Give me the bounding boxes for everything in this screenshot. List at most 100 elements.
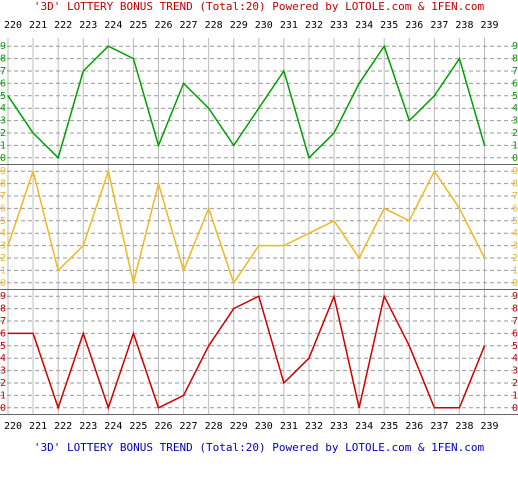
y2-tick-label: 6: [512, 328, 518, 339]
x-tick-label-bottom: 228: [205, 421, 223, 432]
x-tick-label: 237: [430, 20, 448, 31]
x-tick-label-bottom: 237: [430, 421, 448, 432]
y-tick-label: 8: [0, 304, 6, 315]
y2-tick-label: 1: [512, 140, 518, 151]
x-tick-label: 220: [4, 20, 22, 31]
x-tick-label: 236: [405, 20, 423, 31]
y2-tick-label: 8: [512, 179, 518, 190]
y2-tick-label: 4: [512, 228, 518, 239]
y-tick-label: 1: [0, 140, 6, 151]
y2-tick-label: 3: [512, 366, 518, 377]
x-tick-label-bottom: 233: [330, 421, 348, 432]
x-tick-label: 233: [330, 20, 348, 31]
y-tick-label: 9: [0, 166, 6, 177]
y2-tick-label: 1: [512, 265, 518, 276]
x-tick-label-bottom: 225: [129, 421, 147, 432]
y2-tick-label: 9: [512, 41, 518, 52]
y2-tick-label: 0: [512, 153, 518, 164]
x-tick-label: 225: [129, 20, 147, 31]
y-tick-label: 9: [0, 291, 6, 302]
x-tick-label: 224: [104, 20, 122, 31]
y2-tick-label: 6: [512, 78, 518, 89]
y-tick-label: 6: [0, 328, 6, 339]
x-tick-label: 235: [380, 20, 398, 31]
y2-tick-label: 6: [512, 203, 518, 214]
y-tick-label: 5: [0, 91, 6, 102]
y2-tick-label: 2: [512, 253, 518, 264]
x-tick-label-bottom: 236: [405, 421, 423, 432]
y-tick-label: 7: [0, 66, 6, 77]
x-tick-label-bottom: 224: [104, 421, 122, 432]
x-tick-label-bottom: 234: [355, 421, 373, 432]
y2-tick-label: 5: [512, 91, 518, 102]
y2-tick-label: 1: [512, 390, 518, 401]
y2-tick-label: 8: [512, 304, 518, 315]
x-tick-label: 226: [154, 20, 172, 31]
x-tick-label: 221: [29, 20, 47, 31]
x-tick-label: 239: [480, 20, 498, 31]
y2-tick-label: 7: [512, 66, 518, 77]
y2-tick-label: 5: [512, 216, 518, 227]
x-tick-label-bottom: 221: [29, 421, 47, 432]
y-tick-label: 2: [0, 128, 6, 139]
x-tick-label-bottom: 229: [230, 421, 248, 432]
x-tick-label: 231: [280, 20, 298, 31]
y2-tick-label: 7: [512, 316, 518, 327]
y-tick-label: 7: [0, 191, 6, 202]
x-tick-label-bottom: 222: [54, 421, 72, 432]
y2-tick-label: 3: [512, 241, 518, 252]
y2-tick-label: 4: [512, 103, 518, 114]
y2-tick-label: 7: [512, 191, 518, 202]
series-line: [8, 293, 486, 411]
y-tick-label: 3: [0, 241, 6, 252]
x-tick-label-bottom: 235: [380, 421, 398, 432]
y-tick-label: 2: [0, 378, 6, 389]
series-line: [7, 168, 486, 285]
y2-tick-label: 2: [512, 378, 518, 389]
series-line: [7, 44, 486, 160]
y-tick-label: 1: [0, 265, 6, 276]
y-tick-label: 9: [0, 41, 6, 52]
x-tick-label: 227: [180, 20, 198, 31]
chart-footer-title: '3D' LOTTERY BONUS TREND (Total:20) Powe…: [34, 441, 485, 454]
x-tick-label: 228: [205, 20, 223, 31]
x-tick-label: 234: [355, 20, 373, 31]
y-tick-label: 7: [0, 316, 6, 327]
x-tick-label: 230: [255, 20, 273, 31]
x-tick-label-bottom: 223: [79, 421, 97, 432]
x-tick-label: 229: [230, 20, 248, 31]
y2-tick-label: 0: [512, 403, 518, 414]
y-tick-label: 0: [0, 278, 6, 289]
y2-tick-label: 8: [512, 54, 518, 65]
x-tick-label-bottom: 227: [180, 421, 198, 432]
y-tick-label: 5: [0, 341, 6, 352]
x-tick-label-bottom: 238: [455, 421, 473, 432]
y-tick-label: 6: [0, 78, 6, 89]
x-tick-label-bottom: 226: [154, 421, 172, 432]
x-tick-label: 222: [54, 20, 72, 31]
x-tick-label: 223: [79, 20, 97, 31]
y-tick-label: 6: [0, 203, 6, 214]
y2-tick-label: 0: [512, 278, 518, 289]
y2-tick-label: 5: [512, 341, 518, 352]
y-tick-label: 2: [0, 253, 6, 264]
y2-tick-label: 3: [512, 116, 518, 127]
x-tick-label-bottom: 230: [255, 421, 273, 432]
y-tick-label: 0: [0, 153, 6, 164]
x-tick-label: 232: [305, 20, 323, 31]
y-tick-label: 0: [0, 403, 6, 414]
x-tick-label: 238: [455, 20, 473, 31]
y-tick-label: 8: [0, 54, 6, 65]
y-tick-label: 3: [0, 366, 6, 377]
y-tick-label: 1: [0, 390, 6, 401]
y-tick-label: 3: [0, 116, 6, 127]
y2-tick-label: 4: [512, 353, 518, 364]
y2-tick-label: 2: [512, 128, 518, 139]
y-tick-label: 8: [0, 179, 6, 190]
y-tick-label: 4: [0, 353, 6, 364]
y-tick-label: 4: [0, 103, 6, 114]
x-tick-label-bottom: 239: [480, 421, 498, 432]
y-tick-label: 4: [0, 228, 6, 239]
